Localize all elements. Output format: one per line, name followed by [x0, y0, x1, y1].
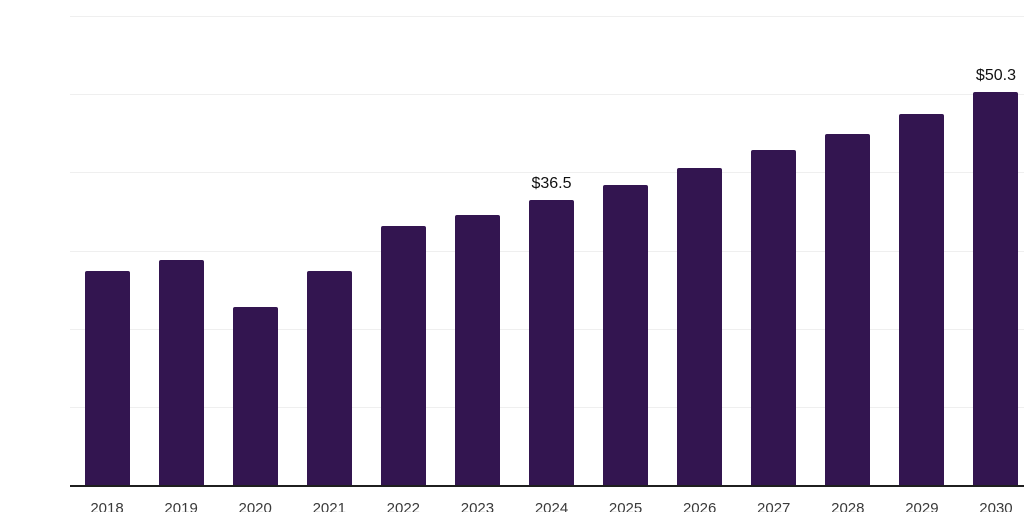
- bar-2024: [529, 200, 574, 486]
- bar-2018: [84, 270, 130, 486]
- bar-2026: [677, 167, 723, 486]
- bar-chart: $36.5 $50.3 2018 2019 2020 2021 2022 2023 2024 2…: [40, 16, 1024, 512]
- gridline-50: [70, 93, 1024, 95]
- bar-2029: [899, 113, 945, 486]
- x-tick-label-2023: 2023: [460, 500, 495, 512]
- x-axis: 2018 2019 2020 2021 2022 2023 2024 2025 2026 2027…: [70, 486, 1024, 512]
- x-tick-label-2021: 2021: [312, 500, 346, 512]
- bar-2027: [751, 149, 797, 486]
- x-tick-label-2026: 2026: [682, 500, 717, 512]
- x-tick-label-2020: 2020: [238, 500, 272, 512]
- x-tick-label-2030: 2030: [979, 500, 1013, 512]
- bar-2023: [454, 214, 500, 486]
- value-label-2024: $36.5: [531, 175, 572, 193]
- x-tick-label-2024: 2024: [534, 500, 569, 512]
- x-tick-label-2022: 2022: [386, 500, 421, 512]
- plot-area: $36.5 $50.3: [70, 16, 1024, 487]
- bar-2022: [380, 225, 426, 486]
- x-tick-label-2018: 2018: [90, 500, 124, 512]
- bar-2028: [825, 133, 871, 486]
- bar-2025: [603, 185, 649, 486]
- x-tick-label-2025: 2025: [608, 500, 643, 512]
- bar-2030: [973, 91, 1019, 486]
- bar-2019: [158, 260, 204, 486]
- x-axis-line: [70, 485, 1024, 487]
- bar-2021: [306, 271, 352, 486]
- value-label-2030: $50.3: [975, 66, 1016, 84]
- x-tick-label-2019: 2019: [164, 500, 198, 512]
- bar-2020: [232, 306, 278, 486]
- x-tick-label-2029: 2029: [905, 500, 939, 512]
- gridline-60: [70, 16, 1024, 17]
- x-tick-label-2027: 2027: [757, 500, 791, 512]
- x-tick-label-2028: 2028: [831, 500, 865, 512]
- gridline-40: [70, 172, 1024, 174]
